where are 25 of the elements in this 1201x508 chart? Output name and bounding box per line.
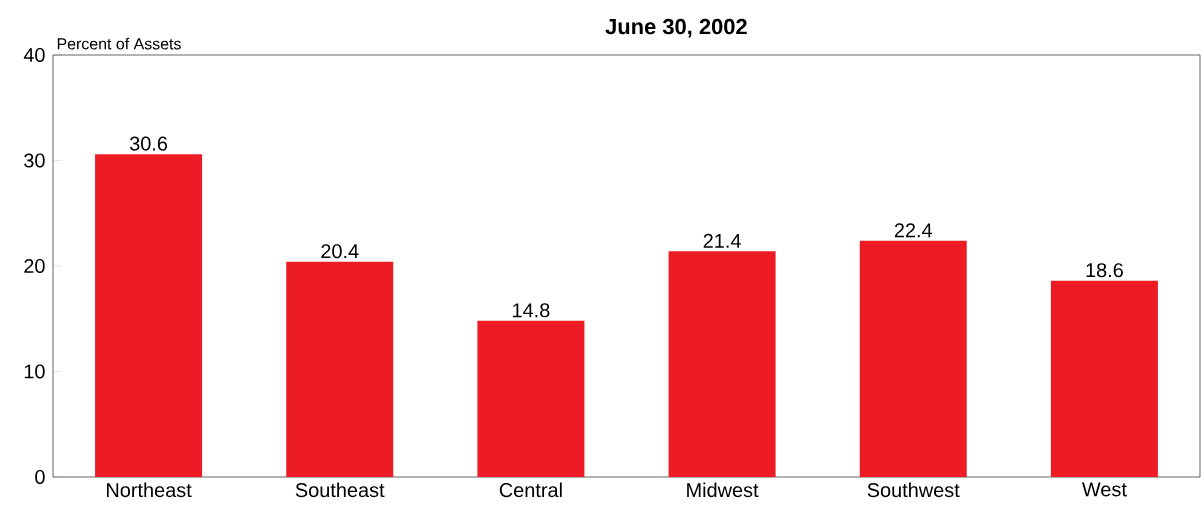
x-tick-label: Southeast — [295, 482, 385, 498]
bar — [477, 320, 585, 477]
y-tick-label: 40 — [23, 47, 45, 63]
data-label: 14.8 — [513, 303, 550, 318]
x-tick-label: Midwest — [687, 482, 759, 498]
y-tick-label: 20 — [24, 258, 45, 274]
bar — [859, 240, 967, 477]
data-label: 21.4 — [703, 233, 741, 248]
chart-title: June 30, 2002 — [605, 18, 747, 38]
bar — [1050, 280, 1158, 477]
data-label: 18.6 — [1086, 263, 1123, 278]
bar — [286, 261, 394, 477]
y-tick-label: 10 — [24, 364, 45, 379]
y-tick-label: 30 — [24, 153, 45, 168]
data-label: 30.6 — [129, 136, 168, 151]
x-tick-label: Southwest — [867, 482, 960, 498]
y-tick-label: 0 — [35, 469, 45, 485]
data-label: 22.4 — [894, 223, 933, 238]
bar — [668, 251, 776, 477]
x-tick-label: Central — [499, 482, 562, 498]
x-tick-label: Northeast — [107, 482, 192, 498]
y-axis-title: Percent of Assets — [57, 37, 181, 50]
x-tick-label: West — [1081, 482, 1127, 497]
bar — [95, 154, 203, 477]
data-label: 20.4 — [321, 244, 359, 259]
